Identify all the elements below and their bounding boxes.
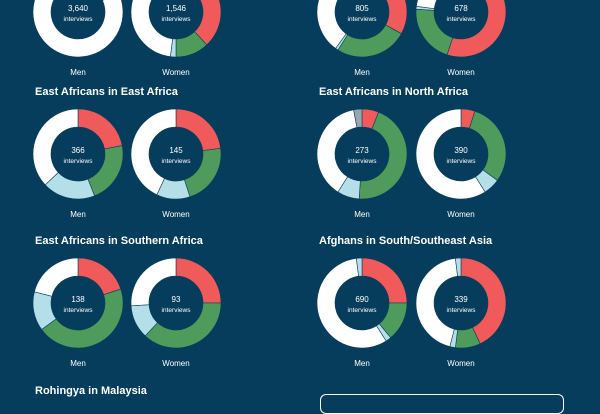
donut-center-label: interviews xyxy=(162,16,192,23)
donut-segment-green xyxy=(87,145,124,197)
donut-center-value: 93 xyxy=(172,295,181,304)
donut-segment-green xyxy=(183,148,222,198)
donut-segment-green xyxy=(358,111,408,200)
donut-segment-red xyxy=(77,257,122,296)
donut-segment-red xyxy=(460,257,507,345)
donut-caption: Women xyxy=(447,359,474,368)
donut-segment-white xyxy=(130,257,177,307)
donut-center-value: 1,546 xyxy=(166,4,187,13)
donut-center-label: interviews xyxy=(348,307,378,314)
donut-segment-red xyxy=(361,257,408,304)
donut-center-value: 145 xyxy=(169,146,183,155)
donut-segment-white xyxy=(415,258,458,347)
donut-center-value: 273 xyxy=(355,146,369,155)
donut-caption: Men xyxy=(354,68,370,77)
donut-center-label: interviews xyxy=(64,158,94,165)
donut-center-value: 390 xyxy=(454,146,468,155)
donut-segment-green xyxy=(41,288,124,349)
donut-center-value: 678 xyxy=(454,4,468,13)
donut-segment-green xyxy=(468,110,507,181)
donut-segment-red xyxy=(175,108,221,151)
donut-segment-red xyxy=(446,0,507,58)
panel-title-east-africa: East Africans in East Africa xyxy=(35,86,178,98)
donut-center-value: 3,640 xyxy=(68,4,89,13)
panel-title-north-africa: East Africans in North Africa xyxy=(319,86,468,98)
donut-segment-white xyxy=(416,0,438,9)
donut-segment-white xyxy=(32,108,79,186)
donut-caption: Men xyxy=(70,68,86,77)
donut-center-label: interviews xyxy=(162,158,192,165)
donut-segment-red xyxy=(194,0,222,46)
donut-segment-white xyxy=(316,109,358,193)
donut-segment-lightblue xyxy=(455,257,462,277)
donut-caption: Women xyxy=(162,359,189,368)
panel-title-rohingya: Rohingya in Malaysia xyxy=(35,385,147,397)
donut-center-label: interviews xyxy=(348,16,378,23)
donut-caption: Men xyxy=(354,359,370,368)
donut-segment-red xyxy=(77,108,123,150)
donut-segment-white xyxy=(130,0,173,57)
donut-segment-white xyxy=(34,257,79,297)
donut-segment-grey xyxy=(353,108,363,128)
donut-center-value: 690 xyxy=(355,295,369,304)
donut-caption: Women xyxy=(162,210,189,219)
donut-segment-white xyxy=(415,108,486,200)
donut-segment-green xyxy=(337,24,402,58)
donut-segment-white xyxy=(316,0,347,49)
donut-center-label: interviews xyxy=(64,16,94,23)
donut-caption: Women xyxy=(162,68,189,77)
donut-segment-white xyxy=(130,108,177,196)
donut-caption: Men xyxy=(354,210,370,219)
donut-center-label: interviews xyxy=(348,158,378,165)
donut-chart-grid: 3,640 interviews Men 1,546 interviews Women 80… xyxy=(32,0,507,368)
donut-center-value: 805 xyxy=(355,4,369,13)
panel-title-southern-africa: East Africans in Southern Africa xyxy=(35,235,203,247)
donut-segment-red xyxy=(175,257,222,304)
donut-center-label: interviews xyxy=(447,307,477,314)
donut-segment-white xyxy=(316,258,387,349)
donut-center-label: interviews xyxy=(447,158,477,165)
donut-center-label: interviews xyxy=(162,307,192,314)
donut-center-value: 366 xyxy=(71,146,85,155)
donut-center-value: 339 xyxy=(454,295,468,304)
donut-segment-lightblue xyxy=(356,257,363,277)
donut-center-value: 138 xyxy=(71,295,85,304)
donut-center-label: interviews xyxy=(64,307,94,314)
panel-title-afghans: Afghans in South/Southeast Asia xyxy=(319,235,493,247)
donut-caption: Women xyxy=(447,68,474,77)
legend-box xyxy=(320,394,564,414)
donut-segment-white xyxy=(32,0,124,58)
donut-center-label: interviews xyxy=(447,16,477,23)
donut-caption: Women xyxy=(447,210,474,219)
donut-caption: Men xyxy=(70,359,86,368)
donut-caption: Men xyxy=(70,210,86,219)
